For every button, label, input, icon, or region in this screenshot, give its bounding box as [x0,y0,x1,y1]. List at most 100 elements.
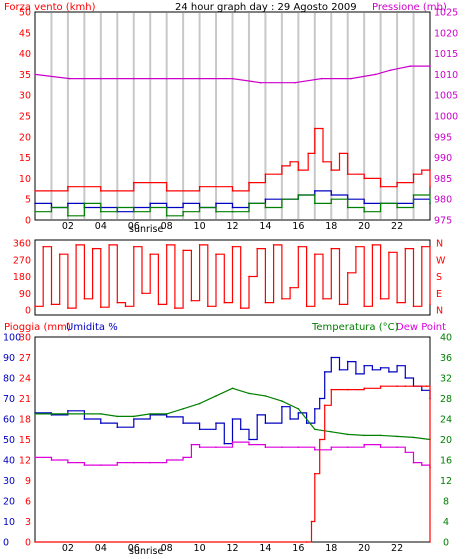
wind-direction-degree-label: 180 [13,272,31,283]
wind-direction-compass-label: S [436,272,442,283]
rain-line-point [310,520,313,523]
dewpoint-line-point [165,459,168,461]
sunrise-label: sunrise [129,224,163,235]
humidity-tick-label: 90 [3,353,15,364]
humidity-line-point [338,369,341,371]
hour-tick-label: 20 [358,543,370,554]
dewpoint-line-point [190,443,193,446]
humidity-tick-label: 50 [3,435,15,446]
dewpoint-line-point [363,443,366,446]
wind-direction-degree-label: 360 [13,239,31,250]
pressure-line-point [294,81,296,84]
wind-direction-line-point [42,245,44,248]
humidity-line-point [371,369,374,371]
rain-line-point [396,385,398,388]
hour-tick-label: 14 [259,221,271,232]
wind-direction-line-point [124,305,127,308]
wind-pressure-panel: Forza vento (kmh) 24 hour graph day : 29… [4,2,458,235]
wind-direction-line-point [297,245,300,248]
wind-direction-line-point [338,303,341,306]
gust-line-point [412,173,415,175]
temperature-line-point [412,436,415,439]
average-line-point [264,198,267,200]
temperature-tick-label: 0 [443,538,449,549]
temperature-line-point [363,434,366,437]
rain-tick-label: 30 [19,333,31,344]
wind-direction-compass-label: W [436,255,446,266]
hour-tick-label: 08 [161,543,173,554]
dewpoint-line-point [133,461,135,464]
humidity-tick-label: 10 [3,517,15,528]
hour-tick-label: 12 [226,221,238,232]
gust-line-point [100,190,102,192]
wind-direction-line-point [165,244,168,246]
wind-speed-tick-label: 15 [19,153,31,164]
average-line-point [34,202,36,205]
temperature-line-point [165,413,168,415]
temperature-line-point [198,402,201,405]
humidity-tick-label: 70 [3,394,15,405]
humidity-line-point [215,422,217,424]
temperature-line-point [215,395,217,397]
wind-direction-degree-label: 90 [19,289,31,300]
gust-line-point [429,185,431,188]
gust-line-point [338,152,341,155]
humidity-line-point [248,438,250,441]
wind-pressure-hour-labels: 02 04 06 08 10 12 14 16 18 20 22 [62,221,403,232]
speed-line-point [396,206,398,209]
wind-speed-tick-label: 10 [19,174,31,185]
temperature-tick-label: 20 [440,435,452,446]
rain-tick-label: 12 [19,456,31,467]
humidity-line-point [323,371,326,373]
humidity-line-point [256,414,259,416]
temperature-line-point [264,395,267,397]
temperature-tick-label: 8 [443,497,449,508]
speed-line-point [215,210,217,213]
dewpoint-line-point [404,451,407,454]
pressure-tick-label: 1000 [434,112,458,123]
temperature-line-point [149,413,151,415]
speed-line-point [264,206,267,209]
wind-pressure-series [34,65,431,217]
pressure-line-point [429,65,431,67]
wind-direction-degree-label: 270 [13,255,31,266]
rain-line-point [318,438,321,441]
rain-line-point [425,385,428,388]
temperature-line-point [34,413,36,415]
gust-line-point [363,177,366,180]
wind-direction-line-point [429,303,431,306]
wind-direction-line-point [396,301,398,304]
humidity-line-point [198,428,201,431]
speed-line-point [83,202,86,205]
hour-tick-label: 06 [128,543,140,554]
dewpoint-line-point [231,441,234,443]
speed-line-point [379,202,382,205]
pressure-ticks: 1025 1020 1015 1010 1005 1000 995 990 985 980 975 [434,8,458,227]
wind-direction-compass-label: N [436,239,443,250]
rain-line-point [34,541,36,543]
wind-direction-line-point [322,298,324,300]
wind-direction-line-point [75,244,77,246]
gust-line-point [281,165,283,167]
pressure-tick-label: 975 [434,216,452,227]
dewpoint-line-point [379,446,382,449]
rain-tick-label: 24 [19,374,31,385]
dewpoint-line-point [248,443,250,446]
humidity-line-point [314,408,316,410]
rain-humidity-temperature-panel: Pioggia (mm) Umidita % Temperatura (°C) … [3,322,452,557]
humidity-line-point [404,377,407,379]
wind-direction-degree-ticks: 360 270 180 90 0 [13,239,31,317]
humidity-line-point [133,418,135,420]
hour-tick-label: 16 [292,543,304,554]
wind-direction-line-point [314,253,316,255]
pressure-line-point [34,73,36,76]
rain-line-point [421,385,423,388]
dewpoint-line-point [116,461,119,464]
wind-pressure-gridlines [50,13,415,219]
speed-line-point [346,206,349,209]
dewpoint-line-point [412,461,415,464]
wind-speed-tick-label: 25 [19,112,31,123]
temperature-tick-label: 40 [440,333,452,344]
